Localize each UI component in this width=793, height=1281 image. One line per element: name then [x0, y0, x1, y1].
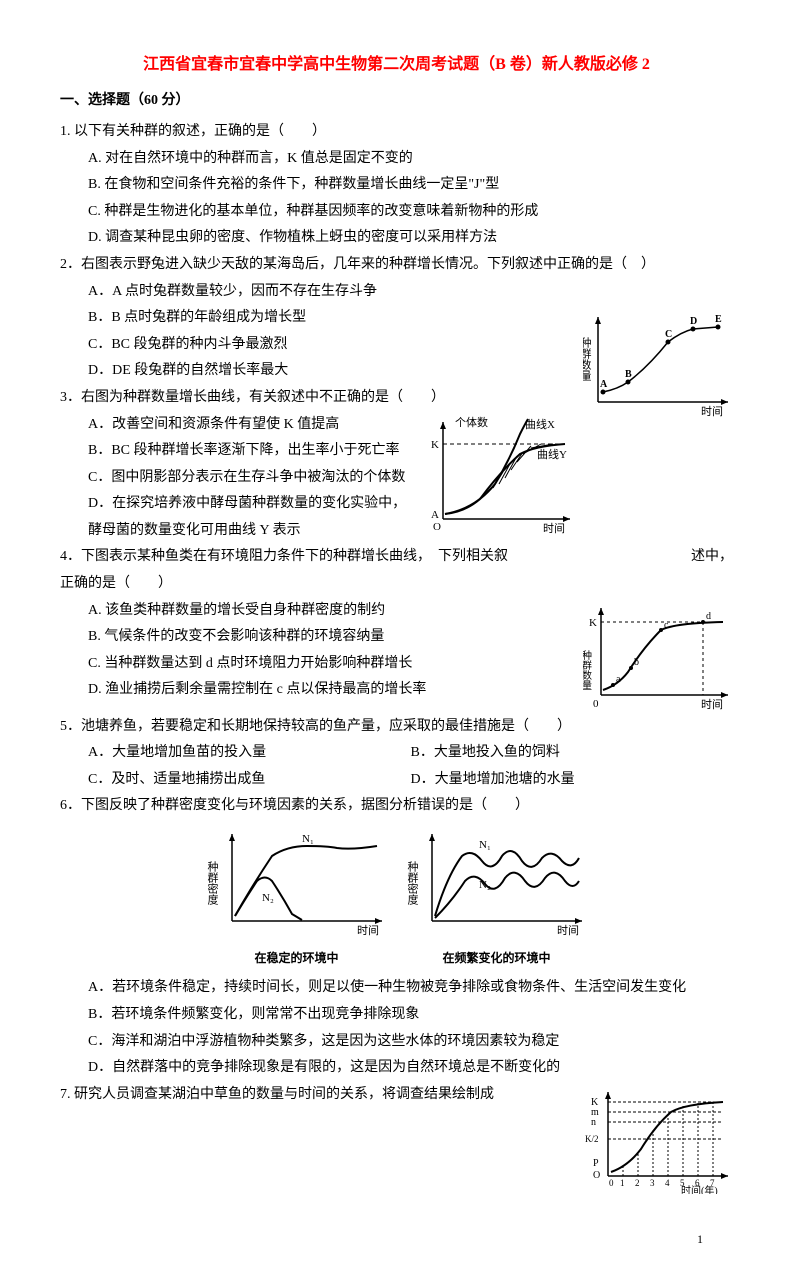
- q5-option-b: B．大量地投入鱼的饲料: [411, 740, 734, 767]
- q5-option-a: A．大量地增加鱼苗的投入量: [88, 740, 411, 767]
- svg-text:2: 2: [635, 1178, 640, 1188]
- svg-text:d: d: [706, 611, 711, 622]
- svg-text:O: O: [593, 1170, 600, 1181]
- q1-option-c: C. 种群是生物进化的基本单位，种群基因频率的改变意味着新物种的形成: [60, 199, 733, 226]
- page-title: 江西省宜春市宜春中学高中生物第二次周考试题（B 卷）新人教版必修 2: [60, 50, 733, 80]
- svg-text:4: 4: [665, 1178, 670, 1188]
- svg-text:0: 0: [609, 1178, 614, 1188]
- svg-text:b: b: [634, 657, 639, 668]
- svg-text:N₁: N₁: [302, 833, 314, 845]
- q3-curveX: 曲线X: [525, 417, 555, 431]
- svg-text:C: C: [665, 329, 672, 340]
- question-4: 4．下图表示某种鱼类在有环境阻力条件下的种群增长曲线， 下列相关叙 述中， 正确…: [60, 544, 733, 704]
- q4-stem: 4．下图表示某种鱼类在有环境阻力条件下的种群增长曲线， 下列相关叙 述中，: [60, 544, 733, 571]
- svg-text:K/2: K/2: [585, 1134, 599, 1144]
- q6-left-caption: 在稳定的环境中: [207, 947, 387, 970]
- svg-text:种群密度: 种群密度: [407, 860, 419, 906]
- svg-text:时间(年): 时间(年): [681, 1184, 718, 1194]
- question-6: 6．下图反映了种群密度变化与环境因素的关系，据图分析错误的是（ ） 种群密度 时…: [60, 793, 733, 1081]
- q1-option-b: B. 在食物和空间条件充裕的条件下，种群数量增长曲线一定呈"J"型: [60, 172, 733, 199]
- q4-ylabel: 种群数量: [583, 648, 592, 689]
- q4-stem-line2: 正确的是（ ）: [60, 571, 733, 598]
- svg-text:E: E: [715, 314, 722, 325]
- q6-option-b: B．若环境条件频繁变化，则常常不出现竞争排除现象: [60, 1002, 733, 1029]
- svg-text:B: B: [625, 369, 632, 380]
- q2-chart: 种群数量 时间 A B C D E: [583, 307, 733, 417]
- svg-text:K: K: [589, 617, 597, 629]
- q2-option-a: A．A 点时兔群数量较少，因而不存在生存斗争: [60, 279, 733, 306]
- svg-text:N₁: N₁: [479, 839, 491, 851]
- svg-text:时间: 时间: [557, 924, 579, 936]
- svg-text:1: 1: [620, 1178, 625, 1188]
- q1-option-a: A. 对在自然环境中的种群而言，K 值总是固定不变的: [60, 146, 733, 173]
- q6-option-c: C．海洋和湖泊中浮游植物种类繁多，这是因为这些水体的环境因素较为稳定: [60, 1029, 733, 1056]
- q2-xlabel: 时间: [701, 405, 723, 417]
- page-number: 1: [60, 1228, 733, 1251]
- q4-stem-post: 述中，: [691, 544, 733, 571]
- svg-text:O: O: [433, 521, 441, 533]
- q7-chart: K m n K/2 P O 0 1 2 3 4 5 6 7 时间(年): [583, 1084, 733, 1194]
- svg-text:0: 0: [593, 698, 599, 710]
- q3-option-c: C．图中阴影部分表示在生存斗争中被淘汰的个体数: [60, 465, 733, 492]
- q3-ylabel: 个体数: [455, 415, 488, 429]
- svg-text:3: 3: [650, 1178, 655, 1188]
- svg-text:种群密度: 种群密度: [207, 860, 219, 906]
- q4-chart: K a b c d 种群数量 0 时间: [583, 600, 733, 710]
- q6-stem: 6．下图反映了种群密度变化与环境因素的关系，据图分析错误的是（ ）: [60, 793, 733, 820]
- svg-text:N₂: N₂: [262, 892, 274, 904]
- svg-text:D: D: [690, 316, 697, 327]
- q3-curveY: 曲线Y: [537, 447, 567, 461]
- q3-option-b: B．BC 段种群增长率逐渐下降，出生率小于死亡率: [60, 438, 733, 465]
- q5-option-c: C．及时、适量地捕捞出成鱼: [88, 767, 411, 794]
- q1-option-d: D. 调查某种昆虫卵的密度、作物植株上蚜虫的密度可以采用样方法: [60, 225, 733, 252]
- q1-stem: 1. 以下有关种群的叙述，正确的是（ ）: [60, 119, 733, 146]
- q4-stem-pre: 4．下图表示某种鱼类在有环境阻力条件下的种群增长曲线， 下列相关叙: [60, 549, 508, 564]
- q6-left-chart: 种群密度 时间 N₁ N₂: [207, 826, 387, 936]
- svg-text:A: A: [600, 379, 608, 390]
- q4-xlabel: 时间: [701, 698, 723, 710]
- q6-right-caption: 在频繁变化的环境中: [407, 947, 587, 970]
- svg-text:时间: 时间: [357, 924, 379, 936]
- question-2: 2．右图表示野兔进入缺少天敌的某海岛后，几年来的种群增长情况。下列叙述中正确的是…: [60, 252, 733, 385]
- question-1: 1. 以下有关种群的叙述，正确的是（ ） A. 对在自然环境中的种群而言，K 值…: [60, 119, 733, 252]
- svg-text:P: P: [593, 1158, 599, 1169]
- question-5: 5．池塘养鱼，若要稳定和长期地保持较高的鱼产量，应采取的最佳措施是（ ） A．大…: [60, 714, 733, 794]
- svg-text:c: c: [664, 620, 669, 631]
- svg-text:N₂: N₂: [479, 879, 491, 891]
- q2-stem: 2．右图表示野兔进入缺少天敌的某海岛后，几年来的种群增长情况。下列叙述中正确的是…: [60, 252, 733, 279]
- q5-option-d: D．大量地增加池塘的水量: [411, 767, 734, 794]
- q5-stem: 5．池塘养鱼，若要稳定和长期地保持较高的鱼产量，应采取的最佳措施是（ ）: [60, 714, 733, 741]
- question-7: K m n K/2 P O 0 1 2 3 4 5 6 7 时间(年) 7. 研…: [60, 1082, 733, 1109]
- svg-text:K: K: [431, 439, 439, 451]
- section-header: 一、选择题（60 分）: [60, 88, 733, 115]
- q6-right-chart: 种群密度 时间 N₁ N₂: [407, 826, 587, 936]
- svg-text:a: a: [616, 674, 621, 685]
- q2-ylabel: 种群数量: [583, 336, 592, 381]
- svg-text:n: n: [591, 1117, 596, 1128]
- q6-charts: 种群密度 时间 N₁ N₂ 在稳定的环境中 种群密度 时间: [60, 826, 733, 969]
- q3-chart: K 个体数 A O 时间 曲线X 曲线Y: [425, 414, 575, 534]
- q6-option-d: D．自然群落中的竞争排除现象是有限的，这是因为自然环境总是不断变化的: [60, 1055, 733, 1082]
- svg-text:A: A: [431, 509, 439, 521]
- q6-option-a: A．若环境条件稳定，持续时间长，则足以使一种生物被竞争排除或食物条件、生活空间发…: [60, 975, 733, 1002]
- q3-option-d: D．在探究培养液中酵母菌种群数量的变化实验中，酵母菌的数量变化可用曲线 Y 表示: [60, 491, 733, 544]
- q3-xlabel: 时间: [543, 522, 565, 534]
